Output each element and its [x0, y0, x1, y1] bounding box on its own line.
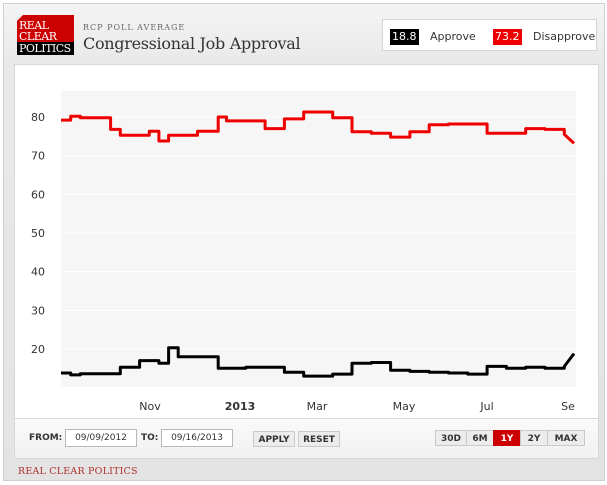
range-2y-button[interactable]: 2Y	[520, 430, 548, 446]
svg-text:Jul: Jul	[479, 400, 493, 413]
svg-text:Nov: Nov	[139, 400, 161, 413]
rcp-logo[interactable]: REAL CLEAR POLITICS	[17, 15, 74, 55]
approve-line	[61, 346, 576, 378]
svg-text:20: 20	[31, 343, 45, 356]
range-6m-button[interactable]: 6M	[466, 430, 494, 446]
reset-button[interactable]: RESET	[298, 431, 340, 447]
svg-text:80: 80	[31, 111, 45, 124]
footer-brand-link[interactable]: REAL CLEAR POLITICS	[18, 466, 138, 477]
svg-text:May: May	[393, 400, 416, 413]
to-label: TO:	[141, 433, 159, 443]
logo-black-block	[17, 42, 74, 55]
svg-text:2013: 2013	[225, 400, 256, 413]
svg-text:70: 70	[31, 150, 45, 163]
chart-area: 20 30 40 50 60 70 80 Nov 2013 Mar May Jul Se	[14, 64, 599, 419]
range-selector: 30D 6M 1Y 2Y MAX	[435, 430, 585, 446]
disapprove-value-badge: 73.2	[493, 29, 522, 45]
from-label: FROM:	[29, 433, 63, 443]
approve-value-badge: 18.8	[390, 29, 419, 45]
range-1y-button[interactable]: 1Y	[493, 430, 521, 446]
gridlines	[61, 116, 576, 350]
chart-title: Congressional Job Approval	[83, 34, 301, 53]
plot-background	[61, 91, 576, 387]
y-axis: 20 30 40 50 60 70 80	[31, 111, 45, 356]
logo-red-block	[17, 15, 74, 43]
svg-text:40: 40	[31, 266, 45, 279]
chart-subtitle: RCP POLL AVERAGE	[83, 23, 186, 32]
legend: 18.8 Approve 73.2 Disapprove	[382, 19, 597, 51]
widget-frame: REAL CLEAR POLITICS RCP POLL AVERAGE Con…	[3, 3, 605, 481]
range-30d-button[interactable]: 30D	[435, 430, 467, 446]
logo-line-3: POLITICS	[19, 42, 71, 55]
svg-text:50: 50	[31, 227, 45, 240]
date-range-controls: FROM: TO: APPLY RESET 30D 6M 1Y 2Y MAX	[14, 419, 599, 459]
line-chart: 20 30 40 50 60 70 80 Nov 2013 Mar May Jul Se	[31, 91, 576, 413]
logo-line-2: CLEAR	[19, 30, 57, 43]
range-max-button[interactable]: MAX	[547, 430, 585, 446]
series-lines	[61, 110, 576, 378]
from-date-input[interactable]	[65, 429, 137, 447]
apply-button[interactable]: APPLY	[253, 431, 295, 447]
svg-text:60: 60	[31, 188, 45, 201]
svg-text:Mar: Mar	[307, 400, 328, 413]
svg-text:Se: Se	[561, 400, 575, 413]
x-axis: Nov 2013 Mar May Jul Se	[139, 400, 575, 413]
logo-line-1: REAL	[19, 19, 49, 32]
disapprove-label: Disapprove	[533, 30, 596, 43]
to-date-input[interactable]	[161, 429, 233, 447]
svg-text:30: 30	[31, 304, 45, 317]
disapprove-line	[61, 110, 576, 145]
approve-label: Approve	[430, 30, 476, 43]
